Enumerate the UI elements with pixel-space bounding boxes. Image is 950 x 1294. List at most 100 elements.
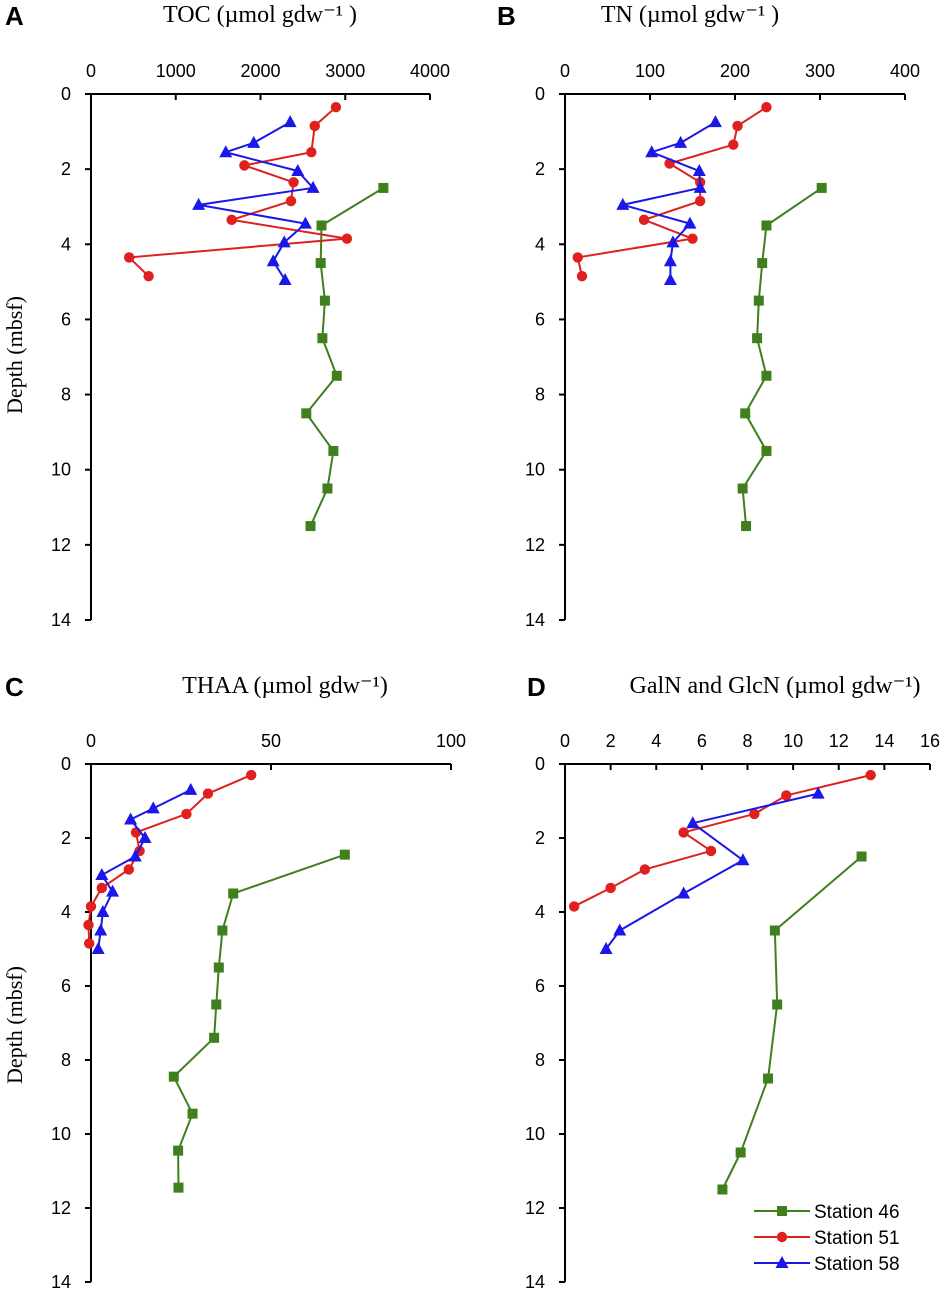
data-point [123, 252, 135, 263]
data-point [757, 258, 768, 269]
y-tick-label: 0 [61, 754, 71, 774]
data-point [173, 1182, 184, 1193]
x-tick-label: 0 [560, 731, 570, 751]
y-tick-label: 10 [51, 460, 71, 480]
x-tick-label: 16 [920, 731, 940, 751]
x-tick-label: 4 [651, 731, 661, 751]
series-station-58 [91, 782, 198, 954]
data-point [184, 782, 198, 795]
series-station-46 [717, 851, 867, 1195]
panel-c-y-label: Depth (mbsf) [2, 966, 27, 1084]
data-point [735, 1147, 746, 1158]
y-tick-label: 2 [535, 159, 545, 179]
y-tick-label: 0 [61, 84, 71, 104]
y-tick-label: 8 [535, 1050, 545, 1070]
x-tick-label: 4000 [410, 61, 450, 81]
series-line-station-46 [305, 187, 384, 527]
data-point [763, 1073, 774, 1084]
data-point [83, 919, 94, 931]
y-tick-label: 8 [535, 385, 545, 405]
data-point [761, 445, 772, 456]
y-tick-label: 2 [61, 828, 71, 848]
data-point [638, 214, 650, 226]
data-point [317, 333, 328, 344]
data-point [605, 882, 616, 894]
data-point [202, 788, 214, 799]
data-point [146, 801, 160, 814]
x-tick-label: 2 [606, 731, 616, 751]
y-tick-label: 14 [51, 1272, 71, 1292]
y-tick-label: 12 [51, 535, 71, 555]
y-tick-label: 10 [51, 1124, 71, 1144]
data-point [816, 182, 827, 193]
data-point [330, 101, 342, 113]
panel-a: A TOC (µmol gdw⁻¹ ) Depth (mbsf) 0 1000 20… [2, 1, 450, 630]
series-station-58 [616, 115, 722, 285]
legend-item: Station 51 [754, 1228, 900, 1249]
x-tick-label: 100 [436, 731, 466, 751]
x-tick-label: 300 [805, 61, 835, 81]
data-point [761, 370, 772, 381]
data-point [687, 233, 698, 244]
data-point [856, 851, 867, 862]
data-point [761, 101, 772, 113]
data-point [228, 888, 239, 899]
series-line-station-58 [621, 121, 716, 280]
data-point [213, 962, 224, 973]
data-point [277, 235, 291, 248]
x-tick-label: 400 [890, 61, 920, 81]
legend-item: Station 58 [754, 1254, 900, 1275]
x-tick-label: 2000 [240, 61, 280, 81]
y-tick-label: 4 [61, 902, 71, 922]
data-point [769, 925, 780, 936]
data-point [124, 812, 138, 825]
y-tick-label: 6 [61, 976, 71, 996]
y-tick-label: 6 [535, 309, 545, 329]
y-tick-label: 14 [525, 1272, 545, 1292]
panel-b-letter: B [497, 1, 516, 31]
data-point [645, 145, 659, 158]
y-tick-label: 10 [525, 460, 545, 480]
y-tick-label: 8 [61, 1050, 71, 1070]
data-point [728, 139, 739, 150]
y-tick-label: 8 [61, 385, 71, 405]
series-line-station-46 [741, 187, 823, 527]
data-point [741, 521, 752, 532]
data-point [693, 180, 707, 193]
panel-d-letter: D [527, 672, 546, 702]
data-point [772, 999, 783, 1010]
data-point [753, 295, 764, 306]
x-tick-label: 0 [86, 61, 96, 81]
data-point [339, 849, 350, 860]
data-point [278, 272, 292, 285]
series-line-station-51 [573, 774, 871, 908]
y-tick-label: 6 [61, 309, 71, 329]
data-point [674, 135, 688, 148]
x-tick-label: 3000 [325, 61, 365, 81]
series-station-51 [83, 769, 257, 949]
y-tick-label: 14 [51, 610, 71, 630]
x-tick-label: 10 [783, 731, 803, 751]
data-point [865, 769, 876, 781]
data-point [306, 147, 317, 158]
data-point [717, 1184, 728, 1195]
data-point [692, 164, 706, 177]
data-point [331, 370, 342, 381]
data-point [288, 177, 299, 188]
data-point [306, 180, 320, 193]
data-point [143, 271, 154, 282]
data-point [106, 884, 120, 897]
x-tick-label: 8 [742, 731, 752, 751]
panel-c: C THAA (µmol gdw⁻¹) Depth (mbsf) 0 50 100 0… [2, 672, 466, 1292]
data-point [246, 769, 257, 781]
series-station-46 [737, 182, 827, 532]
series-station-51 [568, 769, 876, 912]
series-line-station-46 [172, 853, 346, 1188]
data-point [663, 272, 677, 285]
series-station-46 [301, 182, 389, 532]
x-tick-label: 0 [86, 731, 96, 751]
x-tick-label: 50 [261, 731, 281, 751]
y-tick-label: 12 [51, 1198, 71, 1218]
data-point [239, 160, 250, 171]
y-tick-label: 12 [525, 535, 545, 555]
